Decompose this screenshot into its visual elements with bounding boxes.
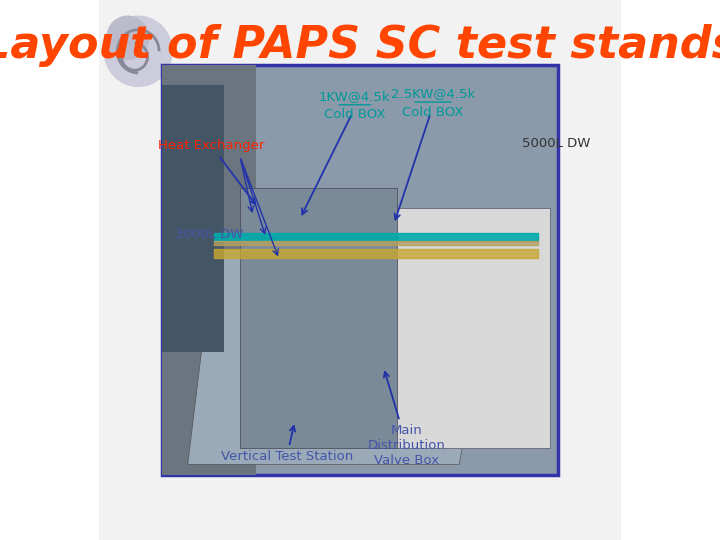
Text: 3000L DW: 3000L DW	[175, 228, 243, 241]
Text: 1KW@4.5k: 1KW@4.5k	[319, 90, 390, 103]
Circle shape	[104, 16, 172, 86]
Text: Main
Distribution
Valve Box: Main Distribution Valve Box	[368, 372, 446, 467]
Text: 2.5KW@4.5k: 2.5KW@4.5k	[391, 87, 475, 100]
Text: Cold BOX: Cold BOX	[324, 109, 385, 122]
Polygon shape	[368, 208, 550, 448]
Text: Layout of PAPS SC test stands: Layout of PAPS SC test stands	[0, 24, 720, 68]
Text: Cold BOX: Cold BOX	[402, 106, 464, 119]
Polygon shape	[162, 65, 256, 475]
Polygon shape	[188, 249, 499, 464]
Polygon shape	[162, 85, 225, 352]
Polygon shape	[240, 188, 397, 448]
Text: Heat Exchanger: Heat Exchanger	[158, 139, 264, 204]
Text: 5000L DW: 5000L DW	[522, 137, 590, 150]
Bar	[162, 65, 558, 475]
Text: Vertical Test Station: Vertical Test Station	[221, 426, 353, 463]
Circle shape	[107, 16, 148, 59]
